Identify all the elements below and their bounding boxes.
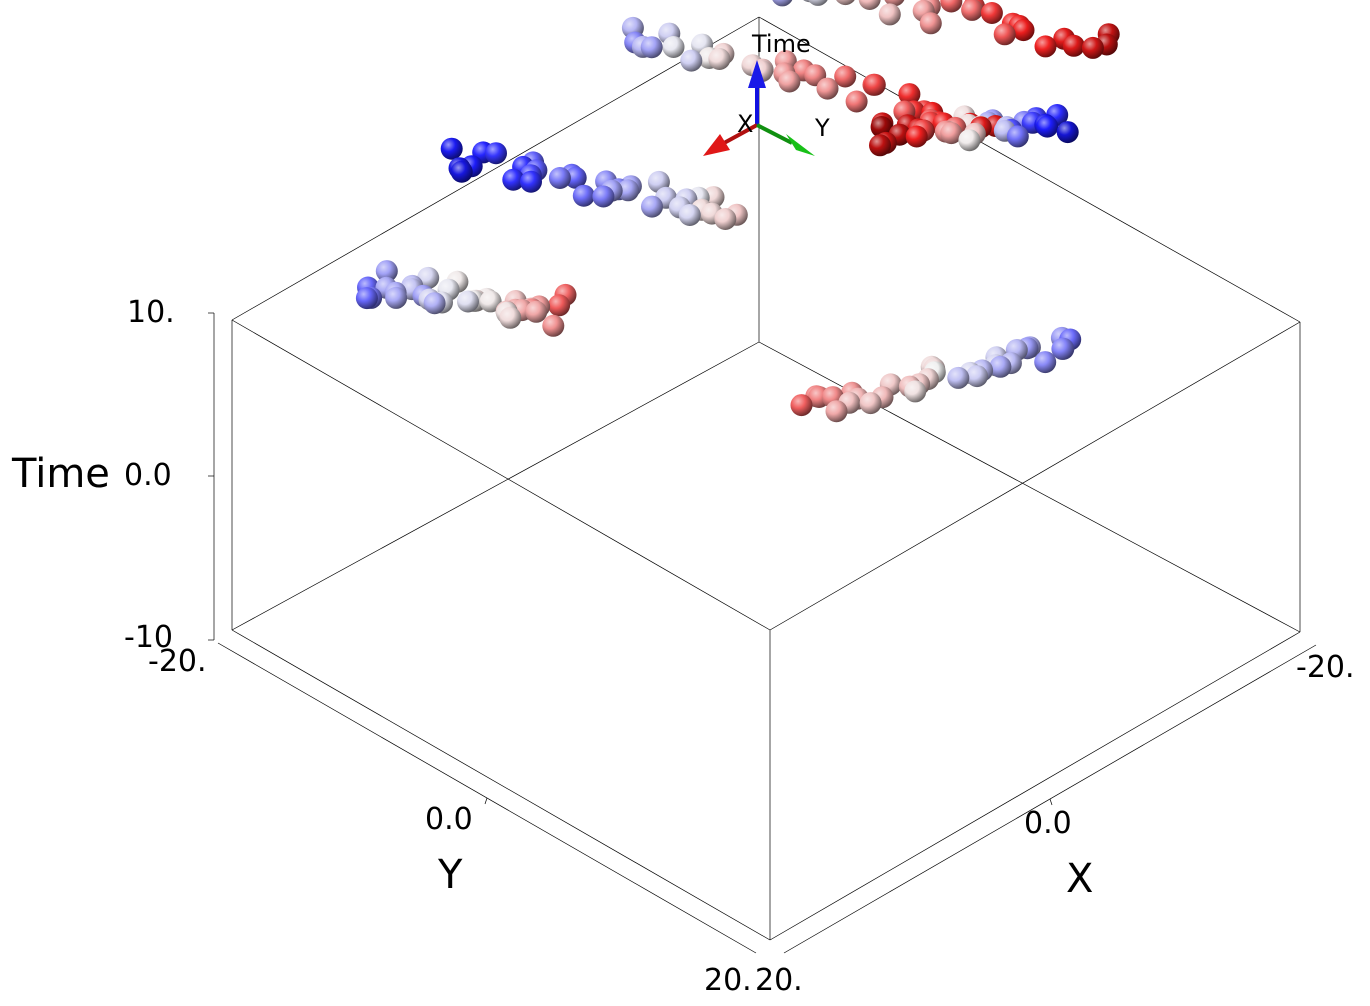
scatter-point	[958, 129, 981, 152]
scatter-point	[1062, 34, 1085, 57]
triad-y-arrow-shaft	[756, 123, 793, 145]
triad-time-label: Time	[751, 30, 811, 58]
x-tick-label-zero: 0.0	[1024, 806, 1072, 841]
scatter-point	[845, 90, 868, 113]
x-axis-tick	[1049, 798, 1053, 806]
scatter-point	[904, 380, 927, 403]
scatter-point	[640, 36, 663, 59]
time-tick-label-min: -10	[124, 620, 173, 655]
triad-x-arrow-head	[703, 134, 730, 156]
scatter-point	[1036, 115, 1059, 138]
y-tick-label-max: 20.	[704, 963, 752, 998]
y-axis-tick	[484, 797, 488, 805]
scatter-point	[680, 49, 703, 72]
scatter-point	[898, 83, 921, 106]
scatter-point	[919, 12, 942, 35]
scatter-point	[940, 0, 963, 13]
scatter-point	[592, 185, 615, 208]
scatter-point	[499, 306, 522, 329]
scatter-point	[869, 134, 891, 157]
scatter-point	[1034, 35, 1057, 58]
scatter-point	[502, 168, 525, 191]
scatter-point	[714, 208, 737, 230]
scatter-point	[548, 167, 571, 189]
box-edge	[231, 629, 771, 941]
triad-y-arrow-head	[786, 134, 815, 156]
scatter-point	[858, 0, 881, 10]
time-tick-label-max: 10.	[127, 295, 175, 330]
scatter-point	[457, 290, 479, 313]
x-tick-label-min: -20.	[1296, 650, 1355, 685]
scatter-point	[548, 294, 571, 317]
scatter-point	[479, 290, 502, 313]
back-faces	[231, 16, 1301, 941]
scatter-point	[1081, 36, 1104, 59]
scatter-point	[863, 73, 886, 96]
scatter-point	[834, 65, 857, 88]
scatter-point	[1051, 337, 1074, 360]
scatter-point	[940, 122, 963, 145]
box-edge	[769, 631, 1301, 941]
scatter-point	[989, 355, 1012, 378]
box-edge	[769, 321, 1301, 631]
y-tick-label-zero: 0.0	[425, 802, 473, 837]
orientation-triad: Time X Y	[703, 30, 830, 156]
scatter-point	[450, 160, 473, 183]
triad-time-arrow-head	[748, 60, 766, 88]
box-edge	[758, 341, 1301, 633]
scatter-point	[878, 3, 901, 26]
scatter-point	[564, 166, 587, 189]
scatter-point	[1006, 125, 1029, 148]
scatter-point	[966, 365, 988, 388]
scatter-point	[859, 392, 882, 415]
y-tick-label-min: -20.	[148, 644, 207, 679]
axis-frames	[208, 312, 1317, 954]
box-edge	[758, 16, 1301, 323]
scatter-point	[542, 314, 565, 337]
scatter-point	[525, 300, 548, 323]
scatter-point	[355, 287, 378, 310]
scatter-point	[617, 179, 640, 202]
box-edge	[231, 16, 760, 321]
scatter-point	[905, 125, 928, 148]
triad-x-arrow-shaft	[723, 123, 758, 145]
scatter-point	[485, 142, 507, 165]
scatter-point	[662, 36, 685, 58]
scatter-point	[825, 400, 848, 423]
triad-y-label: Y	[814, 114, 830, 142]
scatter-point	[790, 394, 813, 417]
scatter-point	[961, 0, 984, 21]
scatter-point	[816, 77, 839, 100]
scatter-point	[836, 0, 855, 6]
x-axis-title: X	[1066, 856, 1093, 902]
scatter-point	[375, 260, 398, 283]
scatter-point	[572, 184, 595, 207]
time-tick-label-zero: 0.0	[124, 458, 172, 493]
axis-labels: 10. 0.0 -10 Time -20. 0.0 20. Y 20. 0.0 …	[11, 295, 1355, 998]
scatter-point	[778, 70, 801, 93]
scatter-point	[1056, 121, 1079, 144]
scatter-point	[678, 204, 701, 226]
box-edge	[231, 341, 760, 631]
x-tick-label-max: 20.	[755, 963, 803, 998]
scatter-point	[1012, 19, 1035, 42]
scatter-point	[641, 195, 663, 218]
triad-x-label: X	[737, 110, 753, 138]
scatter-point	[808, 0, 828, 6]
scatter-points	[355, 0, 1120, 423]
scatter-point	[947, 366, 970, 389]
scatter-point	[385, 286, 408, 309]
scatter-point	[980, 2, 1003, 24]
scatter-point	[423, 292, 446, 315]
scatter-point	[708, 48, 731, 70]
time-axis-title: Time	[11, 451, 110, 497]
box-edge	[231, 319, 771, 631]
scatter-point	[772, 0, 793, 7]
y-axis-title: Y	[437, 852, 463, 898]
scatter-point	[520, 170, 542, 193]
scatter-point	[440, 137, 463, 160]
scatter-point	[1034, 351, 1057, 374]
scatter-point	[993, 23, 1016, 46]
